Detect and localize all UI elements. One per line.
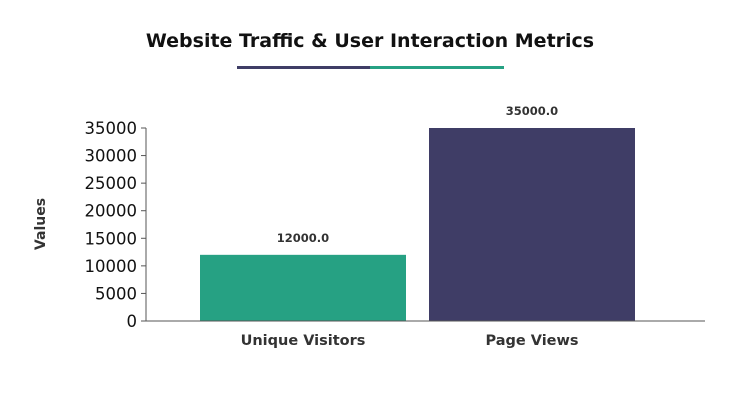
y-tick-label: 30000: [85, 147, 138, 166]
title-underline-right: [370, 66, 504, 69]
y-tick-label: 0: [127, 312, 138, 331]
y-axis-title: Values: [33, 198, 49, 250]
x-tick-label-1: Page Views: [485, 333, 578, 349]
title-underline-left: [237, 66, 370, 69]
chart-title: Website Traffic & User Interaction Metri…: [146, 30, 594, 52]
data-label-0: 12000.0: [277, 231, 329, 245]
y-tick-label: 15000: [85, 229, 138, 248]
title-underline: [237, 66, 504, 69]
y-tick-label: 35000: [85, 119, 138, 138]
bar-0: [200, 254, 406, 321]
x-axis-labels: Unique Visitors Page Views: [241, 333, 579, 349]
bars: [200, 128, 635, 321]
y-axis-ticks: 0 5000 10000 15000 20000 25000 30000 35000: [85, 119, 146, 331]
bar-1: [429, 128, 635, 321]
data-label-1: 35000.0: [506, 104, 558, 118]
y-tick-label: 10000: [85, 257, 138, 276]
y-tick-label: 25000: [85, 174, 138, 193]
data-labels: 12000.0 35000.0: [277, 104, 558, 245]
y-tick-label: 20000: [85, 202, 138, 221]
x-tick-label-0: Unique Visitors: [241, 333, 366, 349]
y-tick-label: 5000: [95, 284, 137, 303]
